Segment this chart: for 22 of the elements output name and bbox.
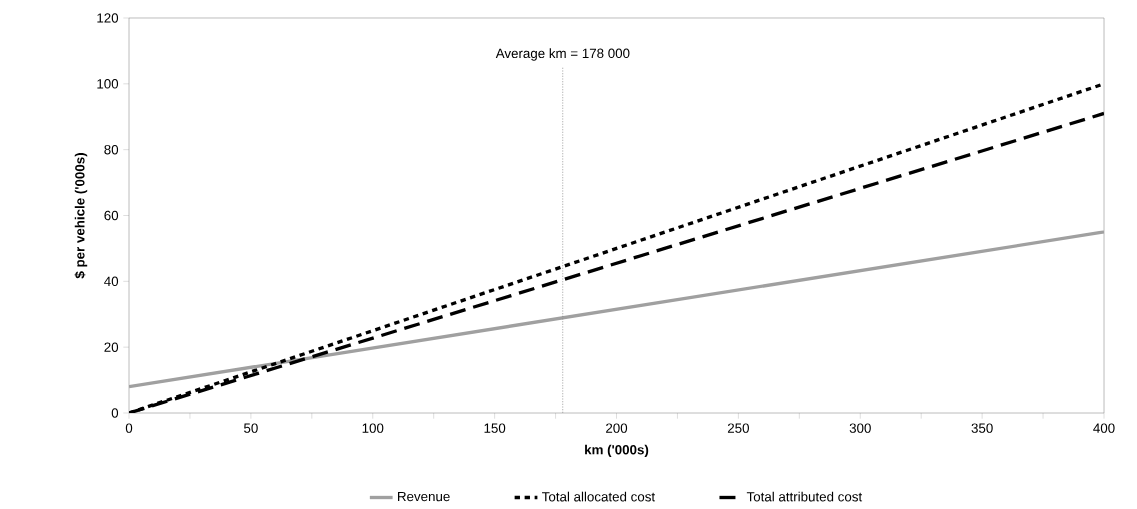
x-tick-label: 350: [971, 423, 993, 433]
ref-line-label: Average km = 178 000: [495, 48, 630, 61]
y-tick-label: 80: [104, 145, 119, 155]
x-tick-label: 100: [362, 423, 384, 433]
legend-label: Revenue: [398, 492, 450, 502]
x-tick-label: 250: [727, 423, 749, 433]
x-tick-label: 0: [125, 423, 133, 433]
x-tick-label: 150: [484, 423, 506, 433]
y-tick-label: 40: [104, 276, 119, 287]
y-tick-label: 120: [97, 13, 119, 23]
x-axis-title: km ('000s): [585, 444, 649, 458]
y-tick-label: 100: [97, 79, 119, 89]
y-tick-label: 20: [104, 342, 119, 353]
x-tick-label: 50: [244, 423, 258, 433]
x-tick-label: 300: [849, 423, 871, 433]
y-axis-title: $ per vehicle ('000s): [74, 153, 88, 279]
x-tick-label: 200: [606, 423, 628, 433]
legend-label: Total allocated cost: [542, 491, 656, 502]
y-tick-label: 0: [111, 408, 119, 418]
x-tick-label: 400: [1093, 423, 1115, 433]
y-tick-label: 60: [104, 210, 119, 221]
legend-label: Total attributed cost: [746, 491, 863, 502]
